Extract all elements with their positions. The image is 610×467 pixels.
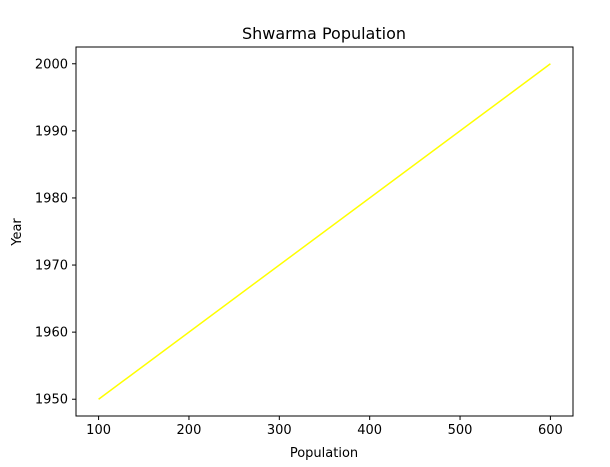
x-tick-label-4: 500: [448, 423, 473, 438]
y-tick-label-1: 1960: [35, 326, 68, 341]
plot-frame: [75, 46, 574, 417]
series-line-0: [98, 63, 551, 400]
x-tick-label-5: 600: [538, 423, 563, 438]
y-tick-label-0: 1950: [35, 393, 68, 408]
y-tick-label-5: 2000: [35, 57, 68, 72]
y-axis-label: Year: [10, 218, 25, 247]
chart-title: Shwarma Population: [242, 24, 406, 43]
x-tick-label-3: 400: [357, 423, 382, 438]
x-tick-label-0: 100: [86, 423, 111, 438]
y-tick-label-4: 1990: [35, 124, 68, 139]
x-tick-label-2: 300: [267, 423, 292, 438]
x-axis-label: Population: [290, 446, 358, 461]
y-tick-label-2: 1970: [35, 259, 68, 274]
y-tick-label-3: 1980: [35, 191, 68, 206]
x-tick-label-1: 200: [177, 423, 202, 438]
plot-area: [98, 63, 551, 400]
